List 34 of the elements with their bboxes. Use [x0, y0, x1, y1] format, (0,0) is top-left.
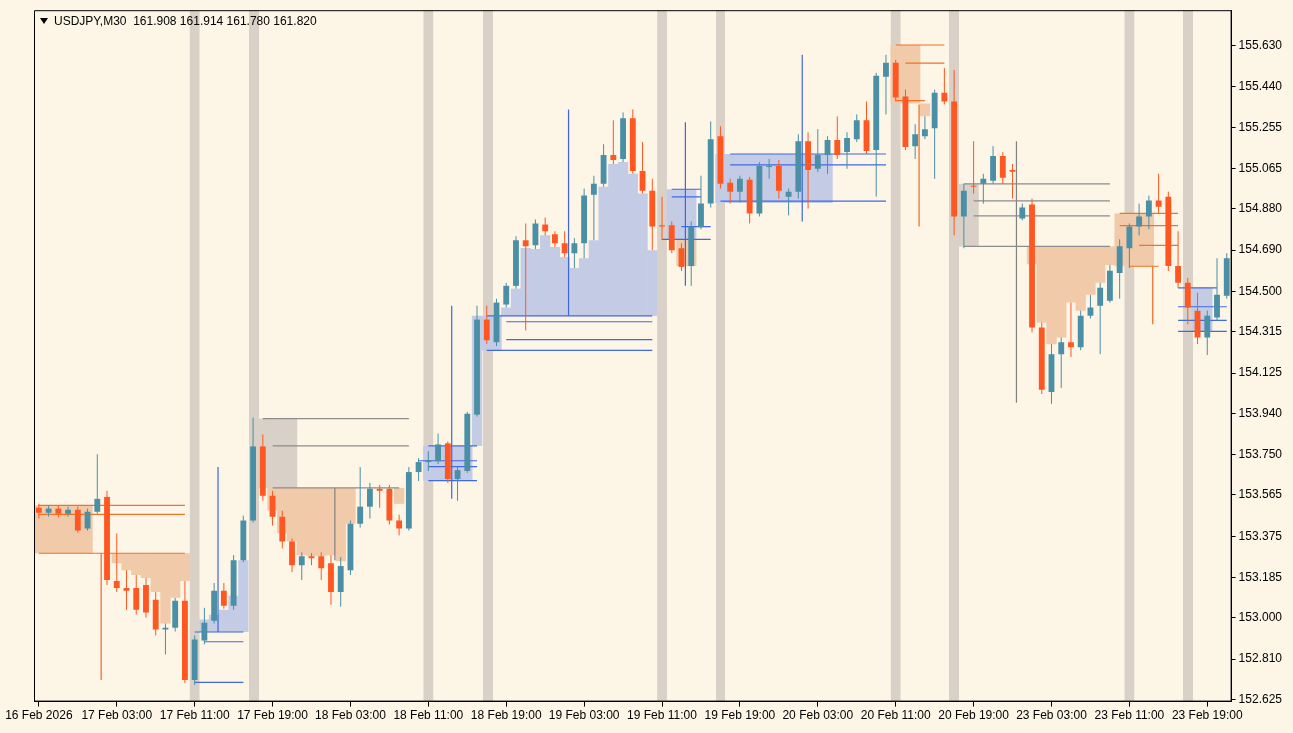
y-tick-label: 152.625: [1238, 691, 1283, 706]
x-tick-label: 19 Feb 03:00: [548, 708, 620, 723]
y-tick-label: 155.255: [1238, 119, 1283, 134]
x-tick-label: 19 Feb 11:00: [627, 708, 698, 723]
x-tick-label: 18 Feb 03:00: [315, 708, 387, 723]
x-tick-label: 18 Feb 19:00: [470, 708, 542, 723]
y-tick-label: 153.940: [1238, 405, 1283, 420]
y-tick-label: 155.630: [1238, 37, 1283, 52]
y-tick-label: 154.500: [1238, 283, 1283, 298]
y-tick-label: 154.315: [1238, 324, 1283, 339]
chart-title: USDJPY,M30 161.908 161.914 161.780 161.820: [54, 13, 317, 28]
y-tick-label: 152.810: [1238, 651, 1283, 666]
y-tick-label: 154.690: [1238, 242, 1283, 257]
y-tick-label: 155.440: [1238, 79, 1283, 94]
y-tick-label: 155.065: [1238, 160, 1283, 175]
x-tick-label: 19 Feb 19:00: [704, 708, 776, 723]
x-tick-label: 16 Feb 2026: [5, 708, 73, 723]
x-tick-label: 17 Feb 11:00: [159, 708, 230, 723]
x-tick-label: 20 Feb 19:00: [938, 708, 1010, 723]
y-tick-label: 154.880: [1238, 201, 1283, 216]
x-tick-label: 17 Feb 03:00: [81, 708, 153, 723]
x-tick-label: 23 Feb 03:00: [1016, 708, 1088, 723]
x-tick-label: 23 Feb 11:00: [1094, 708, 1165, 723]
x-tick-label: 23 Feb 19:00: [1171, 708, 1243, 723]
x-tick-label: 20 Feb 11:00: [860, 708, 931, 723]
y-tick-label: 153.750: [1238, 446, 1283, 461]
x-tick-label: 20 Feb 03:00: [782, 708, 854, 723]
y-tick-label: 153.185: [1238, 569, 1283, 584]
y-tick-label: 153.000: [1238, 610, 1283, 625]
y-tick-label: 154.125: [1238, 365, 1283, 380]
x-tick-label: 18 Feb 11:00: [393, 708, 464, 723]
x-tick-label: 17 Feb 19:00: [237, 708, 309, 723]
y-tick-label: 153.375: [1238, 528, 1283, 543]
y-tick-label: 153.565: [1238, 487, 1283, 502]
